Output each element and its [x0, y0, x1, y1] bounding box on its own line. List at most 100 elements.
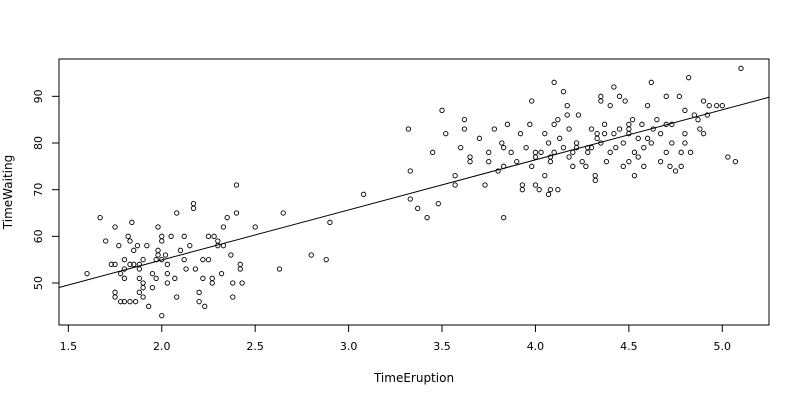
data-point [644, 135, 651, 141]
data-point [209, 280, 215, 286]
data-point [592, 177, 598, 183]
data-point [461, 117, 468, 123]
data-point [738, 65, 744, 71]
data-point [360, 191, 367, 197]
data-point [545, 140, 552, 146]
data-point [155, 252, 161, 258]
data-point [476, 135, 483, 141]
data-point [697, 126, 703, 132]
data-point [407, 196, 413, 202]
data-point [159, 238, 165, 244]
data-point [672, 168, 679, 174]
data-point [125, 233, 131, 239]
data-point [443, 131, 449, 137]
data-point [501, 145, 507, 151]
data-point [648, 79, 654, 85]
data-point [523, 145, 529, 151]
data-point [704, 112, 710, 118]
data-point [127, 261, 133, 267]
data-point [635, 154, 641, 160]
data-point [598, 93, 604, 99]
data-point [174, 294, 180, 300]
data-point [732, 159, 739, 165]
x-axis-label: TimeEruption [373, 371, 454, 385]
data-point [486, 149, 492, 155]
data-point [181, 257, 187, 263]
data-point [164, 280, 171, 286]
data-point [682, 107, 688, 113]
data-point [532, 154, 539, 160]
data-point [639, 121, 645, 127]
data-point [140, 285, 146, 291]
data-point [486, 159, 492, 165]
data-point [112, 289, 118, 295]
data-point [573, 140, 580, 146]
data-point [155, 224, 161, 230]
data-point [327, 219, 333, 225]
data-point [686, 75, 692, 81]
data-point [112, 294, 118, 300]
data-point [654, 117, 660, 123]
y-tick-label: 70 [32, 183, 45, 197]
data-point [555, 187, 561, 193]
data-point [183, 266, 189, 272]
data-point [555, 117, 561, 123]
data-point [97, 215, 103, 221]
data-point [136, 289, 142, 295]
data-point [181, 233, 187, 239]
data-point [467, 159, 473, 165]
data-point [127, 238, 133, 244]
data-point [551, 121, 557, 127]
data-point [601, 121, 608, 127]
data-point [719, 103, 725, 109]
data-point [598, 98, 604, 104]
data-point [252, 224, 258, 230]
data-point [657, 159, 664, 165]
data-point [108, 261, 114, 267]
data-point [149, 285, 156, 291]
data-point [620, 163, 626, 169]
data-point [439, 107, 445, 113]
data-point [162, 252, 169, 258]
data-point [594, 131, 600, 137]
data-point [103, 238, 109, 244]
data-point [134, 243, 141, 249]
data-point [190, 201, 197, 207]
data-point [641, 145, 647, 151]
data-point [131, 247, 137, 253]
data-point [657, 131, 664, 137]
data-point [566, 126, 572, 132]
data-point [435, 201, 441, 207]
data-point [626, 126, 632, 132]
data-point [519, 182, 526, 188]
data-point [131, 261, 137, 267]
data-point [84, 271, 90, 277]
data-point [611, 131, 617, 137]
data-point [570, 149, 576, 155]
data-point [551, 149, 557, 155]
y-tick-label: 80 [32, 136, 45, 150]
data-point [622, 98, 628, 104]
data-point [607, 149, 613, 155]
data-point [491, 126, 497, 132]
data-point [626, 159, 632, 165]
x-tick-label: 3.0 [340, 340, 358, 353]
data-point [663, 149, 669, 155]
data-point [566, 154, 572, 160]
x-tick-label: 4.5 [620, 340, 638, 353]
data-point [542, 173, 548, 179]
data-point [190, 205, 197, 211]
data-point [564, 112, 570, 118]
data-point [725, 154, 731, 160]
y-axis-label: TimeWaiting [1, 155, 15, 230]
data-point [452, 173, 458, 179]
data-point [209, 275, 215, 281]
data-point [611, 84, 617, 90]
data-point [501, 215, 507, 221]
data-point [218, 271, 225, 277]
data-point [196, 299, 202, 305]
data-point [174, 210, 180, 216]
data-point [560, 89, 567, 95]
data-point [635, 135, 641, 141]
data-point [631, 149, 638, 155]
